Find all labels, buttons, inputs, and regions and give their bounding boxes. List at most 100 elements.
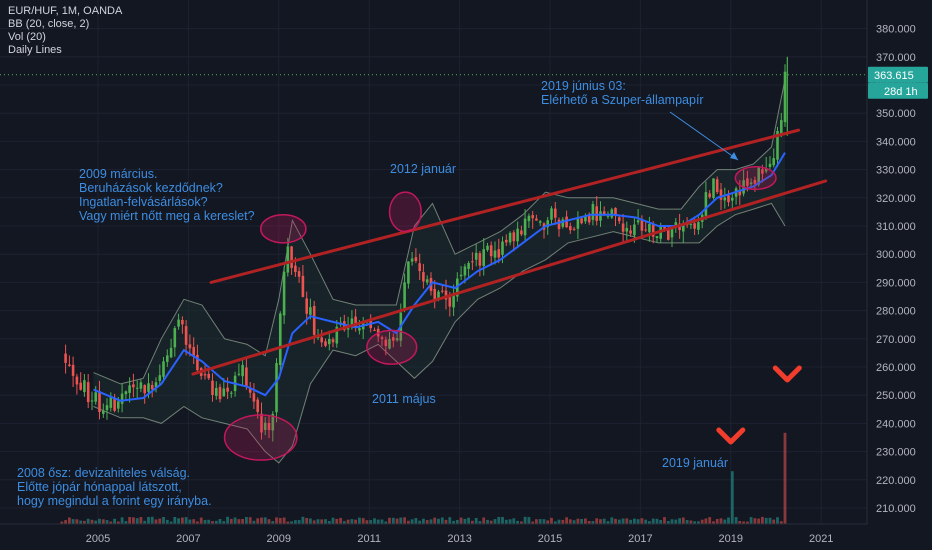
candle-body bbox=[516, 228, 519, 242]
candle-body bbox=[309, 307, 312, 315]
volume-bar bbox=[245, 517, 248, 524]
candle-body bbox=[780, 120, 783, 134]
volume-bar bbox=[440, 517, 444, 524]
volume-bar bbox=[429, 519, 433, 524]
volume-bar bbox=[275, 517, 278, 524]
candle-body bbox=[746, 178, 749, 186]
candle-body bbox=[587, 215, 591, 223]
volume-bar bbox=[358, 517, 361, 524]
trend-channel bbox=[191, 128, 828, 376]
volume-bar bbox=[154, 519, 158, 524]
volume-bar bbox=[614, 518, 617, 524]
candle-body bbox=[282, 271, 286, 316]
volume-bar bbox=[373, 518, 376, 524]
volume-bar bbox=[147, 517, 150, 524]
volume-bar bbox=[339, 517, 342, 524]
volume-bar bbox=[294, 520, 297, 524]
volume-bar bbox=[708, 517, 712, 524]
candle-body bbox=[572, 228, 576, 230]
candle-body bbox=[68, 364, 71, 366]
candle-body bbox=[263, 422, 267, 430]
bollinger-bands bbox=[93, 79, 786, 464]
y-tick-label: 340.000 bbox=[876, 136, 916, 148]
volume-bar bbox=[625, 518, 629, 524]
volume-bar bbox=[636, 519, 640, 524]
volume-bar bbox=[648, 521, 651, 524]
volume-bar bbox=[704, 518, 708, 524]
candle-body bbox=[316, 337, 320, 338]
volume-bar bbox=[324, 519, 327, 524]
candle-body bbox=[704, 192, 708, 216]
volume-bar bbox=[71, 519, 75, 524]
volume-bar bbox=[422, 518, 425, 524]
volume-bar bbox=[723, 519, 727, 524]
volume-bar bbox=[79, 520, 83, 524]
x-tick-label: 2007 bbox=[176, 533, 200, 545]
volume-bar bbox=[271, 521, 275, 524]
candle-body bbox=[772, 158, 775, 166]
candle-body bbox=[324, 341, 327, 346]
volume-bar bbox=[463, 518, 467, 524]
x-axis[interactable]: 2005 2007 2009 2011 2013 2015 2017 2019 2021 bbox=[0, 523, 867, 545]
volume-bar bbox=[591, 521, 595, 524]
volume-bar bbox=[666, 521, 670, 524]
volume-bar bbox=[474, 518, 478, 524]
volume-bar bbox=[433, 517, 437, 524]
volume-bar bbox=[346, 519, 350, 524]
candle-body bbox=[463, 266, 467, 276]
candle-body bbox=[388, 339, 391, 349]
candle-body bbox=[554, 208, 557, 218]
volume-bar bbox=[757, 518, 761, 524]
volume-bar bbox=[320, 519, 324, 524]
countdown-badge-bg bbox=[868, 82, 928, 99]
candle-body bbox=[207, 373, 210, 379]
volume-bar bbox=[60, 521, 64, 524]
candle-body bbox=[177, 319, 180, 327]
candle-body bbox=[147, 383, 150, 392]
candle-body bbox=[384, 339, 388, 346]
volume-bar bbox=[715, 519, 719, 524]
candle-body bbox=[94, 392, 97, 402]
y-tick-label: 320.000 bbox=[876, 193, 916, 205]
candle-body bbox=[328, 339, 331, 345]
candle-body bbox=[350, 318, 354, 327]
candle-body bbox=[459, 274, 463, 277]
candle-body bbox=[629, 230, 632, 234]
candle-body bbox=[648, 224, 651, 233]
volume-bar bbox=[309, 518, 312, 524]
candle-body bbox=[738, 190, 742, 196]
volume-bar bbox=[68, 517, 71, 524]
candle-body bbox=[757, 167, 760, 185]
candle-body bbox=[723, 197, 727, 201]
candle-body bbox=[335, 326, 339, 344]
volume-bar bbox=[184, 517, 188, 524]
symbol-title[interactable]: EUR/HUF, 1M, OANDA bbox=[8, 5, 123, 17]
candle-body bbox=[715, 179, 719, 193]
volume-bar bbox=[410, 519, 414, 524]
indicator-bb[interactable]: BB (20, close, 2) bbox=[8, 18, 90, 30]
candle-body bbox=[610, 209, 614, 218]
y-tick-label: 370.000 bbox=[876, 52, 916, 64]
indicator-volume[interactable]: Vol (20) bbox=[8, 31, 46, 43]
volume-bar bbox=[199, 517, 203, 524]
indicator-daily-lines[interactable]: Daily Lines bbox=[8, 44, 62, 56]
volume-bar bbox=[629, 519, 632, 524]
volume-bar bbox=[414, 518, 418, 524]
price-badge-bg bbox=[868, 66, 928, 83]
candle-body bbox=[633, 224, 636, 236]
candle-body bbox=[636, 220, 640, 223]
y-tick-label: 310.000 bbox=[876, 221, 916, 233]
candle-body bbox=[749, 182, 753, 185]
volume-bar bbox=[553, 521, 557, 524]
candle-body bbox=[663, 226, 666, 229]
volume-bar bbox=[75, 519, 79, 524]
channel-line-upper bbox=[209, 128, 801, 284]
volume-bar bbox=[403, 517, 406, 524]
bb-lower-line bbox=[93, 202, 786, 464]
candle-body bbox=[595, 206, 598, 221]
candle-body bbox=[783, 71, 787, 123]
volume-bar bbox=[124, 521, 128, 524]
volume-bar bbox=[211, 521, 214, 524]
volume-bar bbox=[689, 520, 693, 524]
